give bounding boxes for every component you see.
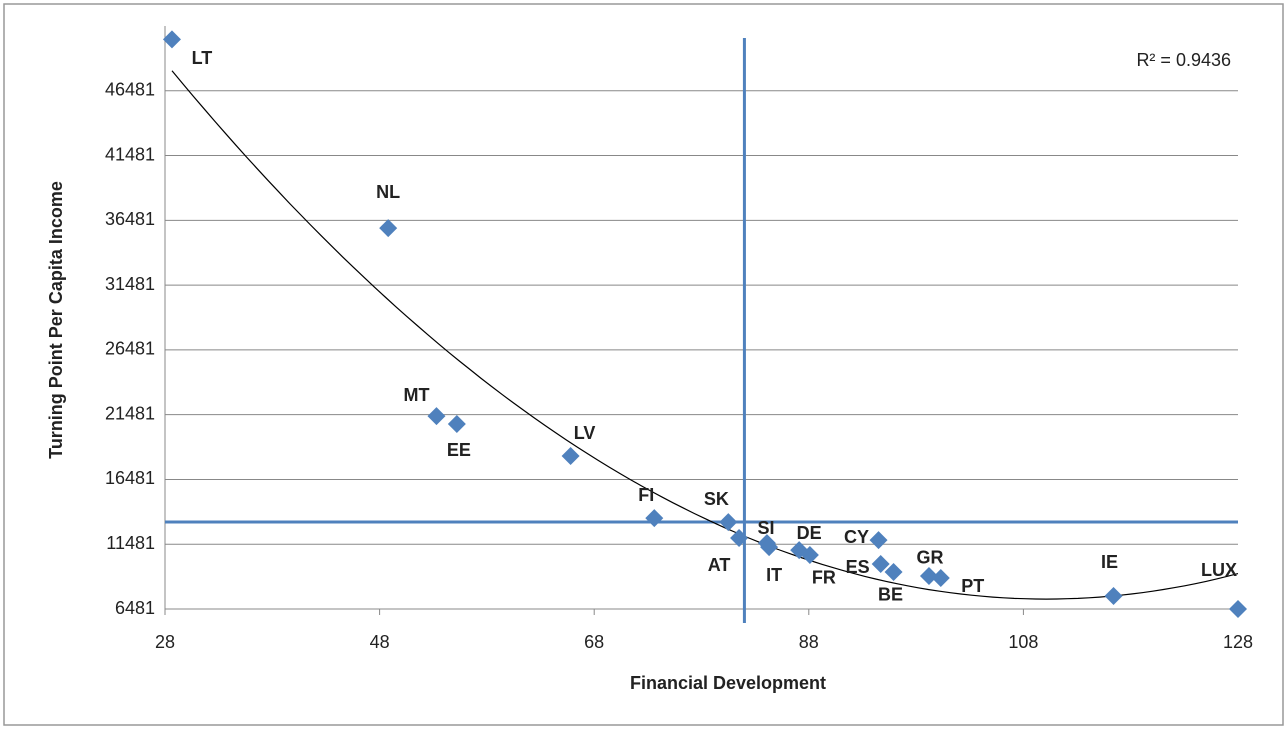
point-label: PT	[961, 576, 984, 596]
data-point	[919, 566, 938, 585]
point-label: IT	[766, 565, 782, 585]
data-point	[869, 531, 888, 550]
point-label: MT	[403, 385, 429, 405]
point-label: LT	[192, 48, 213, 68]
y-tick-label: 16481	[105, 468, 155, 488]
data-point	[427, 407, 446, 426]
data-point	[162, 30, 181, 49]
y-tick-label: 21481	[105, 403, 155, 423]
x-tick-label: 108	[1008, 632, 1038, 652]
data-point	[645, 509, 664, 528]
y-tick-label: 6481	[115, 598, 155, 618]
x-axis-title: Financial Development	[630, 673, 826, 693]
data-point	[561, 447, 580, 466]
data-point	[730, 529, 749, 548]
x-tick-label: 68	[584, 632, 604, 652]
point-label: BE	[878, 585, 903, 605]
y-tick-label: 26481	[105, 339, 155, 359]
x-tick-label: 88	[799, 632, 819, 652]
x-tick-label: 48	[370, 632, 390, 652]
data-point	[1104, 587, 1123, 606]
x-tick-label: 128	[1223, 632, 1253, 652]
point-label: AT	[708, 555, 731, 575]
point-label: GR	[916, 548, 943, 568]
trendline	[171, 70, 1239, 600]
data-point	[760, 538, 779, 557]
data-point	[800, 545, 819, 564]
point-label: IE	[1101, 552, 1118, 572]
chart-frame	[3, 3, 1284, 726]
y-axis-title: Turning Point Per Capita Income	[46, 181, 66, 459]
y-tick-label: 46481	[105, 80, 155, 100]
point-label: FR	[812, 568, 836, 588]
point-label: LV	[574, 423, 596, 443]
y-tick-label: 41481	[105, 144, 155, 164]
data-point	[379, 219, 398, 238]
data-point	[884, 562, 903, 581]
data-point	[719, 513, 738, 532]
point-label: SK	[704, 489, 729, 509]
data-point	[871, 555, 890, 574]
point-label: NL	[376, 182, 400, 202]
x-tick-label: 28	[155, 632, 175, 652]
point-label: FI	[638, 485, 654, 505]
point-label: CY	[844, 527, 869, 547]
r-squared: R² = 0.9436	[1136, 50, 1231, 70]
y-tick-label: 31481	[105, 274, 155, 294]
y-tick-label: 36481	[105, 209, 155, 229]
point-label: DE	[797, 523, 822, 543]
data-point	[931, 569, 950, 588]
point-label: EE	[447, 440, 471, 460]
y-tick-label: 11481	[106, 533, 155, 553]
point-label: ES	[846, 557, 870, 577]
data-point	[1229, 600, 1247, 618]
point-label: LUX	[1201, 560, 1237, 580]
point-label: SI	[757, 518, 774, 538]
data-point	[447, 415, 466, 434]
